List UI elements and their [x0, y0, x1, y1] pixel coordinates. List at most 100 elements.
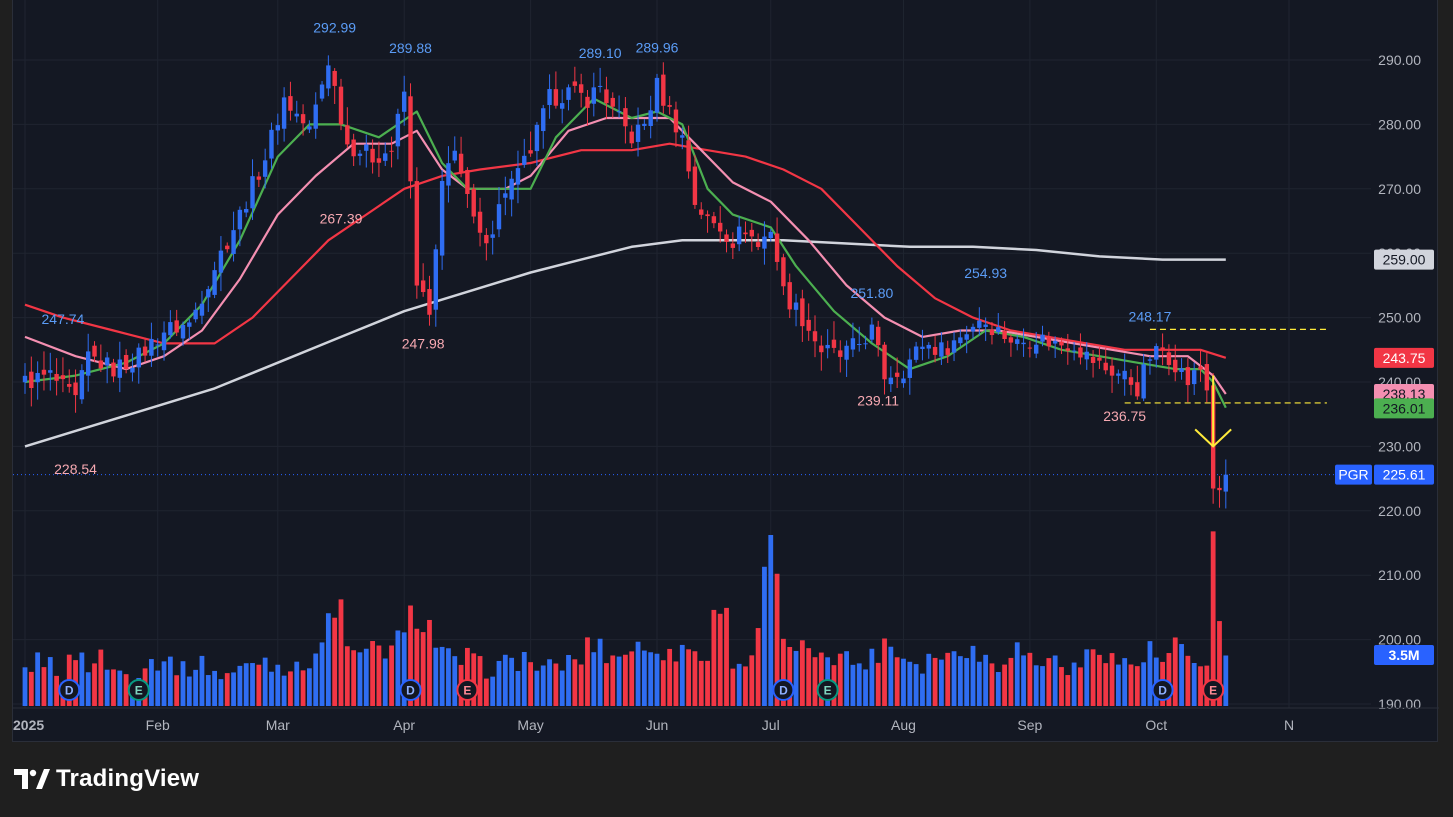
candle-body [648, 110, 653, 127]
price-axis[interactable]: 290.00280.00270.00260.00250.00240.00230.… [1378, 52, 1421, 712]
candle-body [1179, 368, 1184, 373]
volume-bar [894, 657, 900, 706]
candle-body [439, 180, 445, 256]
price-axis-label: 200.00 [1378, 632, 1421, 648]
volume-bar [850, 664, 856, 706]
brand-footer[interactable]: TradingView [14, 764, 199, 794]
candle-body [161, 332, 167, 351]
candle-body [1052, 340, 1058, 344]
price-annotation: 239.11 [857, 393, 899, 409]
candle-body [932, 346, 938, 355]
volume-bar [313, 653, 319, 706]
candle-body [1154, 346, 1159, 360]
volume-bar [1185, 655, 1191, 706]
volume-bar [281, 675, 287, 706]
arrow-head [1194, 428, 1232, 448]
symbol-badge-label: PGR [1338, 467, 1368, 483]
volume-bar [920, 673, 925, 706]
dashed-levels [13, 328, 1371, 476]
candle-body [1198, 366, 1203, 370]
volume-bar [641, 650, 647, 706]
candle-body [1040, 334, 1045, 342]
candle-body [800, 298, 805, 327]
candle-body [509, 178, 514, 200]
event-marker-letter: E [824, 684, 832, 698]
volume-bar [1071, 662, 1077, 706]
candle-body [54, 373, 59, 381]
candle-body [420, 280, 426, 293]
volume-bar [572, 659, 578, 706]
volume-bar [224, 673, 230, 706]
price-axis-label: 280.00 [1378, 116, 1421, 132]
volume-bar [907, 661, 913, 706]
candle-body [376, 158, 382, 163]
volume-bar [1065, 675, 1071, 706]
candle-body [281, 97, 287, 129]
candle-body [977, 320, 982, 328]
candle-body [503, 193, 508, 198]
price-annotation: 289.10 [579, 45, 622, 61]
volume-bar [1166, 653, 1172, 706]
candle-body [667, 105, 672, 107]
price-annotation: 254.93 [964, 265, 1007, 281]
candle-body [1002, 330, 1007, 340]
candle-body [1128, 377, 1134, 385]
candle-body [831, 339, 837, 348]
volume-bar [559, 670, 565, 706]
volume-bar [439, 646, 445, 706]
candle-body [1078, 347, 1083, 358]
price-annotation: 248.17 [1129, 308, 1172, 324]
candle-body [351, 139, 356, 157]
candle-body [1109, 365, 1115, 376]
candle-body [244, 208, 249, 213]
volume-bar [85, 672, 91, 706]
volume-bar [218, 679, 224, 706]
event-marker [127, 679, 150, 701]
volume-bar [844, 651, 849, 706]
candle-body [894, 372, 900, 377]
volume-bar [300, 670, 306, 706]
candle-body [35, 372, 40, 383]
candle-body [951, 340, 957, 353]
candle-body [1135, 382, 1140, 397]
volume-bar [787, 646, 793, 706]
candle-body [22, 375, 28, 383]
candle-body [319, 84, 325, 99]
candle-body [743, 232, 748, 235]
volume-bar [774, 573, 780, 706]
volume-bar [275, 664, 281, 706]
volume-bar [262, 657, 268, 706]
candle-body [408, 96, 413, 182]
symbol-badge [1335, 464, 1372, 485]
volume-bar [155, 670, 161, 706]
candle-body [768, 231, 773, 239]
volume-bar [433, 647, 439, 706]
volume-bar [945, 652, 951, 706]
candle-body [920, 346, 925, 349]
candle-body [553, 89, 559, 106]
volume-bar [781, 638, 786, 706]
time-axis-label: 2025 [13, 717, 44, 733]
time-axis[interactable]: 2025 Feb Mar Apr May Jun Jul Aug Sep Oct N [13, 707, 1439, 733]
candle-body [199, 303, 205, 316]
time-axis-label: May [517, 717, 543, 733]
volume-bar [149, 659, 154, 706]
candlesticks [22, 55, 1228, 509]
price-axis-label: 210.00 [1378, 567, 1421, 583]
last-price-badge [1374, 464, 1434, 485]
volume-bar [578, 664, 584, 706]
candle-body [597, 85, 603, 87]
candle-body [1084, 351, 1089, 360]
candle-body [1147, 359, 1153, 361]
volume-bar [389, 645, 394, 706]
candle-body [155, 344, 160, 346]
time-axis-label: Oct [1145, 717, 1167, 733]
candle-body [806, 319, 811, 331]
candle-body [307, 126, 312, 130]
volume-bar [1179, 644, 1184, 706]
event-marker-letter: E [463, 684, 471, 698]
volume-bar [452, 656, 458, 706]
candle-body [250, 176, 255, 209]
